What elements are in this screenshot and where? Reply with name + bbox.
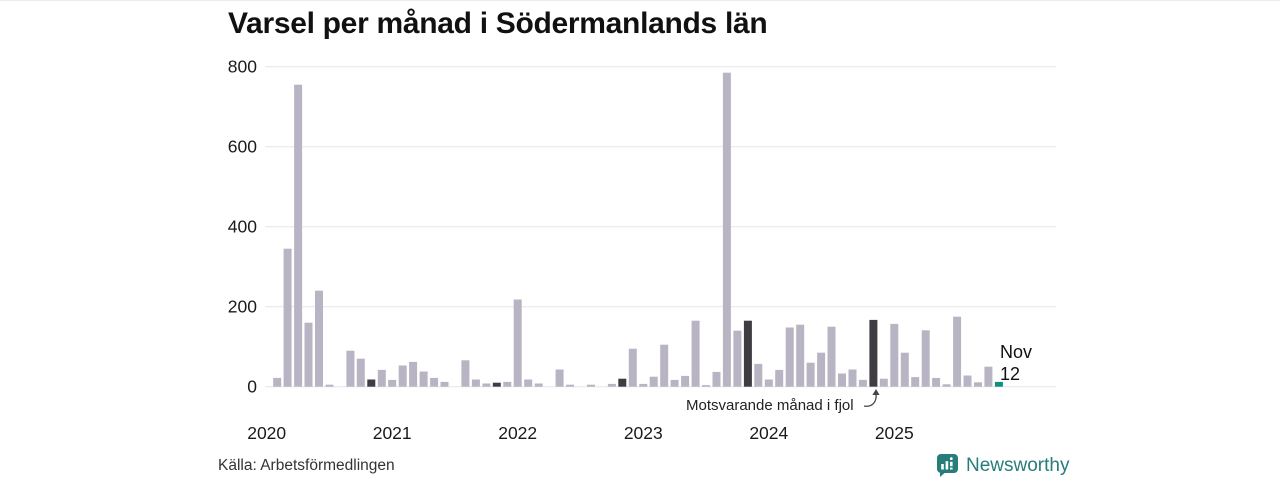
bar-2021-09	[471, 379, 480, 387]
bar-2024-09	[848, 369, 857, 387]
bar-2025-11	[994, 381, 1003, 387]
bar-2020-06	[315, 290, 323, 387]
bar-2024-10	[858, 379, 867, 387]
bar-2025-08	[963, 375, 972, 387]
bar-2022-10	[607, 383, 616, 387]
bar-2023-10	[733, 330, 742, 387]
bar-2023-06	[691, 320, 700, 387]
bar-2025-10	[984, 366, 993, 387]
bar-2022-05	[555, 369, 564, 387]
bar-2021-06	[440, 381, 449, 387]
latest-month-label: Nov	[1000, 342, 1032, 362]
bar-2024-02	[775, 369, 784, 387]
bar-2021-04	[419, 371, 428, 387]
bar-2020-05	[304, 322, 313, 387]
bar-2020-12	[377, 369, 386, 387]
bar-2024-08	[838, 373, 846, 387]
bar-2022-11	[618, 378, 627, 387]
page-title: Varsel per månad i Södermanlands län	[228, 7, 768, 40]
newsworthy-brand: Newsworthy	[936, 453, 1069, 478]
y-axis-label-0: 0	[247, 377, 257, 397]
x-axis-label-2023: 2023	[624, 423, 663, 443]
bar-2023-05	[681, 375, 690, 387]
bar-2021-05	[430, 377, 439, 387]
bar-2023-03	[660, 344, 669, 387]
x-axis-label-2025: 2025	[875, 423, 914, 443]
bar-2023-11	[743, 320, 752, 387]
bar-2024-01	[764, 379, 773, 387]
x-axis-label-2020: 2020	[247, 423, 286, 443]
latest-value-label: 12	[1000, 364, 1020, 384]
bar-2025-06	[942, 384, 951, 387]
bar-2025-07	[953, 316, 962, 387]
bar-2022-03	[534, 383, 543, 387]
y-axis-label-200: 200	[228, 297, 257, 317]
bar-2025-09	[974, 382, 982, 387]
bar-2020-09	[346, 350, 355, 387]
bar-2025-04	[921, 330, 930, 387]
bar-2024-12	[879, 378, 888, 387]
bar-2020-07	[325, 384, 334, 387]
y-axis-label-600: 600	[228, 137, 257, 157]
annotation-arrow	[863, 393, 877, 407]
bar-2021-12	[503, 381, 512, 387]
y-axis-label-400: 400	[228, 217, 257, 237]
bar-2024-11	[869, 319, 878, 387]
bar-2024-07	[827, 326, 836, 387]
newsworthy-logo-icon	[937, 454, 958, 477]
x-axis-label-2021: 2021	[373, 423, 412, 443]
comparison-annotation-label: Motsvarande månad i fjol	[686, 397, 854, 414]
annotation-arrowhead	[872, 389, 880, 395]
bar-2020-11	[367, 379, 376, 387]
bar-2024-05	[806, 362, 815, 387]
newsworthy-logo-text: Newsworthy	[966, 454, 1070, 476]
gridline-layer	[265, 66, 1056, 388]
bar-2023-02	[649, 376, 658, 387]
bar-2023-09	[722, 72, 731, 387]
x-axis-label-2022: 2022	[498, 423, 537, 443]
bar-2022-08	[587, 384, 595, 387]
bar-2025-05	[932, 377, 941, 387]
bar-2023-08	[712, 371, 721, 387]
bar-2024-04	[796, 324, 805, 387]
bar-2021-03	[409, 361, 418, 387]
bar-2021-11	[492, 382, 501, 387]
bar-2021-08	[461, 360, 470, 387]
bar-2023-01	[639, 383, 648, 387]
axis-label-layer: 0 200 400 600 800 2020 2021 2022 2023 2024 2025	[228, 57, 914, 443]
bar-2021-10	[482, 383, 491, 387]
bar-layer	[273, 72, 1003, 387]
bar-2022-12	[628, 348, 637, 387]
bar-2022-01	[513, 299, 522, 387]
source-caption: Källa: Arbetsförmedlingen	[218, 457, 395, 474]
bar-2021-01	[388, 379, 397, 387]
bar-2020-02	[273, 377, 282, 387]
bar-2025-03	[911, 377, 920, 387]
bar-2022-06	[566, 384, 574, 387]
bar-2025-01	[890, 323, 899, 387]
bar-2023-12	[754, 363, 763, 387]
bar-2023-04	[670, 379, 679, 387]
bar-2022-02	[524, 379, 533, 387]
bar-2024-03	[785, 327, 794, 387]
bar-chart: 0 200 400 600 800 2020 2021 2022 2023 2024 2025 Mo…	[228, 57, 1056, 443]
bar-2020-10	[356, 358, 365, 387]
y-axis-label-800: 800	[228, 57, 257, 77]
bar-2025-02	[900, 352, 909, 387]
bar-2021-02	[398, 365, 407, 387]
bar-2024-06	[817, 352, 826, 387]
bar-2023-07	[702, 385, 710, 387]
x-axis-label-2024: 2024	[749, 423, 788, 443]
bar-2020-04	[294, 84, 303, 387]
bar-2020-03	[283, 248, 292, 387]
